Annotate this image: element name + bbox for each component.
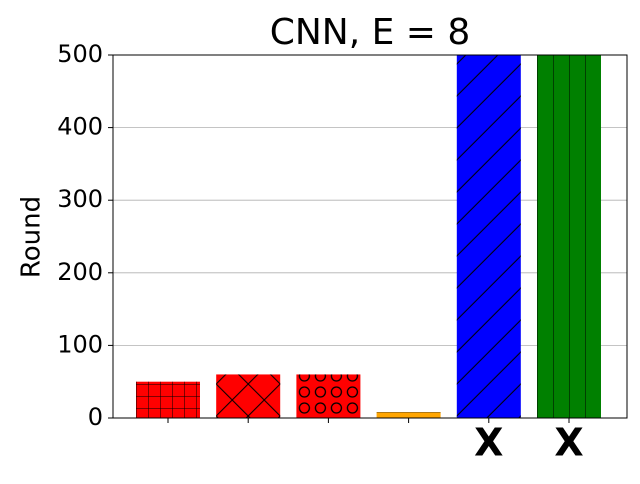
y-tick-label: 300 <box>57 185 103 213</box>
bar-hatch <box>537 55 601 418</box>
x-tick-label: X <box>474 421 503 465</box>
bar-hatch <box>456 55 521 418</box>
y-tick-label: 400 <box>57 113 103 141</box>
y-axis-label: Round <box>17 196 47 278</box>
y-tick-label: 200 <box>57 258 103 286</box>
x-tick-label: X <box>554 421 583 465</box>
bars <box>136 55 601 418</box>
bar-hatch <box>296 374 361 418</box>
y-tick-label: 500 <box>57 40 103 68</box>
y-tick-label: 0 <box>88 403 103 431</box>
y-tick-label: 100 <box>57 330 103 358</box>
bar-hatch <box>216 374 281 418</box>
axes-frame <box>112 54 628 419</box>
bar-hatch <box>376 412 441 418</box>
chart-title: CNN, E = 8 <box>270 12 471 53</box>
bar-hatch <box>136 381 200 418</box>
